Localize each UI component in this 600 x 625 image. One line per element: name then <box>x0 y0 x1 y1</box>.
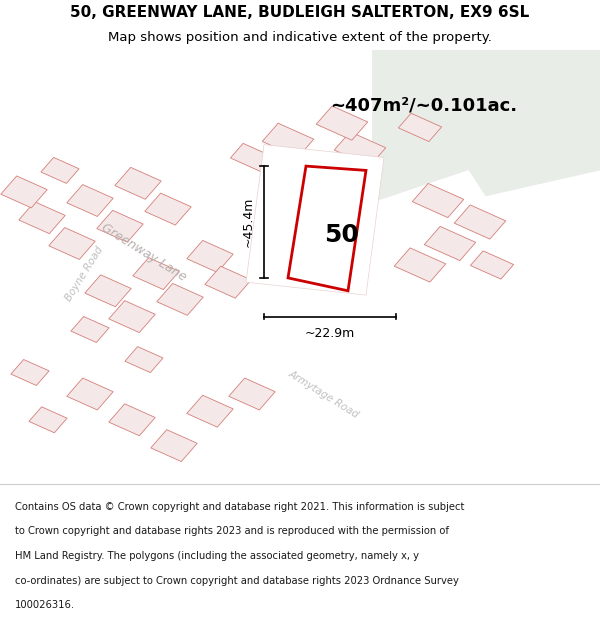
Polygon shape <box>115 168 161 199</box>
Text: Contains OS data © Crown copyright and database right 2021. This information is : Contains OS data © Crown copyright and d… <box>15 502 464 512</box>
Polygon shape <box>229 378 275 410</box>
Polygon shape <box>28 47 200 504</box>
Text: to Crown copyright and database rights 2023 and is reproduced with the permissio: to Crown copyright and database rights 2… <box>15 526 449 536</box>
Text: HM Land Registry. The polygons (including the associated geometry, namely x, y: HM Land Registry. The polygons (includin… <box>15 551 419 561</box>
Text: Armytage Road: Armytage Road <box>287 368 361 420</box>
Text: co-ordinates) are subject to Crown copyright and database rights 2023 Ordnance S: co-ordinates) are subject to Crown copyr… <box>15 576 459 586</box>
Polygon shape <box>205 266 251 298</box>
Polygon shape <box>125 347 163 372</box>
Polygon shape <box>470 251 514 279</box>
Text: 50: 50 <box>325 223 359 247</box>
Text: ~407m²/~0.101ac.: ~407m²/~0.101ac. <box>330 97 517 115</box>
Text: 50, GREENWAY LANE, BUDLEIGH SALTERTON, EX9 6SL: 50, GREENWAY LANE, BUDLEIGH SALTERTON, E… <box>70 5 530 20</box>
Text: 100026316.: 100026316. <box>15 601 75 611</box>
Text: Greenway Lane: Greenway Lane <box>99 221 189 284</box>
Polygon shape <box>372 50 600 222</box>
Polygon shape <box>67 184 113 216</box>
Polygon shape <box>71 316 109 342</box>
Text: Boyne Road: Boyne Road <box>63 244 105 302</box>
Polygon shape <box>454 205 506 239</box>
Text: ~22.9m: ~22.9m <box>305 328 355 341</box>
Polygon shape <box>394 248 446 282</box>
Polygon shape <box>41 158 79 183</box>
Polygon shape <box>274 153 326 188</box>
Polygon shape <box>0 170 491 377</box>
Polygon shape <box>424 226 476 261</box>
Polygon shape <box>11 359 49 386</box>
Polygon shape <box>49 228 95 259</box>
Polygon shape <box>334 132 386 166</box>
Polygon shape <box>316 106 368 140</box>
Polygon shape <box>19 202 65 234</box>
Polygon shape <box>246 144 384 295</box>
Polygon shape <box>1 176 47 208</box>
Polygon shape <box>412 183 464 218</box>
Polygon shape <box>97 211 143 242</box>
Polygon shape <box>230 143 274 172</box>
Polygon shape <box>85 275 131 307</box>
Polygon shape <box>109 301 155 332</box>
Polygon shape <box>109 404 155 436</box>
Polygon shape <box>234 344 390 509</box>
Polygon shape <box>157 284 203 316</box>
Polygon shape <box>133 258 179 289</box>
Polygon shape <box>187 395 233 427</box>
Polygon shape <box>67 378 113 410</box>
Polygon shape <box>262 123 314 158</box>
Text: Map shows position and indicative extent of the property.: Map shows position and indicative extent… <box>108 31 492 44</box>
Polygon shape <box>288 166 366 291</box>
Text: ~45.4m: ~45.4m <box>242 197 255 247</box>
Polygon shape <box>29 407 67 432</box>
Polygon shape <box>145 193 191 225</box>
Polygon shape <box>151 429 197 461</box>
Polygon shape <box>398 113 442 141</box>
Polygon shape <box>187 241 233 272</box>
